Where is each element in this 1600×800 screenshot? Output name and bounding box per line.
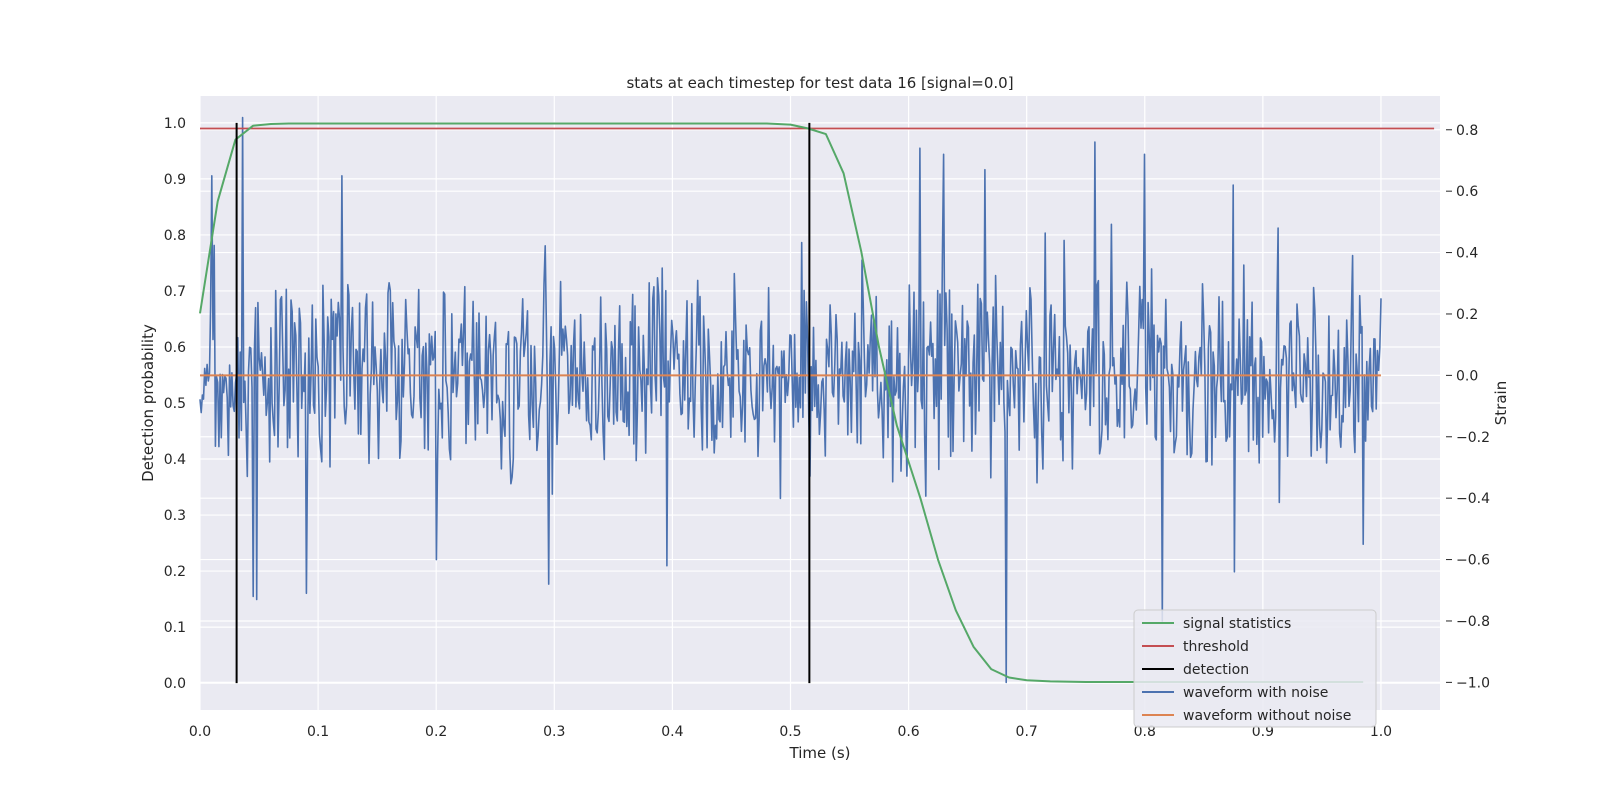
y-tick-label-right: 0.0 [1456,368,1478,384]
y-tick-label-left: 0.6 [164,340,186,356]
y-tick-label-left: 0.4 [164,452,186,468]
x-tick-label: 0.6 [897,724,919,740]
legend-label: threshold [1183,639,1249,655]
ticks: 0.0 0.1 0.2 0.3 0.4 0.5 0.6 0.7 0.8 0.9 1.0 0.0 0.1 0… [164,116,1490,740]
y-axis-label-right: Strain [1492,381,1510,425]
x-tick-label: 0.5 [779,724,801,740]
y-tick-label-right: 0.4 [1456,246,1478,262]
y-tick-label-left: 1.0 [164,116,186,132]
x-tick-label: 0.2 [425,724,447,740]
y-tick-label-left: 0.5 [164,396,186,412]
x-tick-label: 0.8 [1134,724,1156,740]
x-tick-label: 0.3 [543,724,565,740]
y-tick-label-right: −0.8 [1456,614,1490,630]
y-tick-label-right: −0.4 [1456,491,1490,507]
legend-label: detection [1183,662,1249,678]
y-tick-label-left: 0.2 [164,564,186,580]
x-tick-label: 0.4 [661,724,683,740]
y-tick-label-right: 0.8 [1456,123,1478,139]
x-tick-label: 0.0 [189,724,211,740]
y-tick-label-left: 0.9 [164,172,186,188]
y-tick-label-right: −0.6 [1456,553,1490,569]
y-tick-label-right: −0.2 [1456,430,1490,446]
y-tick-label-right: 0.6 [1456,184,1478,200]
series-layer [199,116,1435,684]
y-tick-label-right: 0.2 [1456,307,1478,323]
series-waveform-with-noise [199,116,1382,684]
x-tick-label: 1.0 [1370,724,1392,740]
legend-label: waveform with noise [1183,685,1328,701]
y-tick-label-left: 0.3 [164,508,186,524]
y-tick-label-left: 0.1 [164,620,186,636]
y-axis-label-left: Detection probability [139,324,157,482]
x-tick-label: 0.7 [1016,724,1038,740]
y-tick-label-left: 0.0 [164,676,186,692]
x-tick-label: 0.9 [1252,724,1274,740]
series-signal-statistics [199,122,1364,683]
x-tick-label: 0.1 [307,724,329,740]
legend-label: waveform without noise [1183,708,1351,724]
y-tick-label-left: 0.8 [164,228,186,244]
y-tick-label-left: 0.7 [164,284,186,300]
legend-label: signal statistics [1183,616,1291,632]
legend: signal statistics threshold detection wavef… [1133,609,1377,728]
x-axis-label: Time (s) [789,744,851,762]
y-tick-label-right: −1.0 [1456,675,1490,691]
chart-title: stats at each timestep for test data 16 … [626,74,1013,92]
legend-box [1133,609,1377,728]
